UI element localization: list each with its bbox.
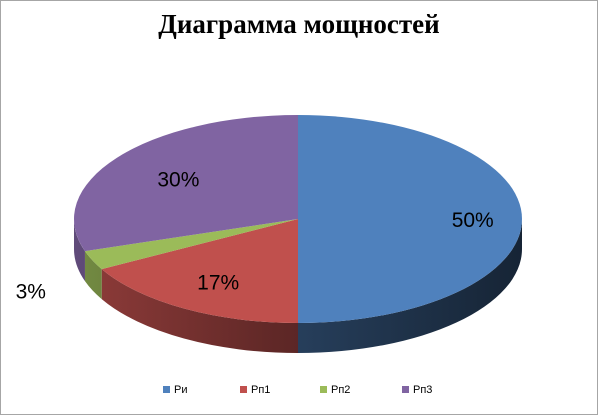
chart-title: Диаграмма мощностей (158, 9, 440, 39)
legend-label-рп3: Рп3 (413, 384, 432, 396)
slice-side-рп3 (74, 219, 85, 282)
legend-label-ри: Ри (174, 384, 187, 396)
slice-side-рп1 (101, 269, 298, 353)
legend-swatch-рп1 (240, 386, 247, 393)
data-label-ри: 50% (452, 209, 494, 232)
pie-top-faces (73, 115, 522, 323)
slice-рп2[interactable] (84, 219, 298, 270)
slice-side-рп2 (84, 251, 102, 300)
slice-ри[interactable] (298, 115, 522, 323)
data-label-рп3: 30% (157, 169, 199, 192)
legend-swatch-ри (163, 386, 170, 393)
legend-label-рп1: Рп1 (251, 384, 270, 396)
legend: Ри Рп1 Рп2 Рп3 (163, 384, 432, 396)
legend-item-рп3[interactable]: Рп3 (402, 384, 432, 396)
legend-swatch-рп3 (402, 386, 409, 393)
slice-рп1[interactable] (101, 219, 298, 323)
legend-swatch-рп2 (320, 386, 327, 393)
slice-рп3[interactable] (73, 115, 298, 252)
legend-item-рп1[interactable]: Рп1 (240, 384, 270, 396)
data-label-рп2: 3% (16, 281, 46, 304)
slice-side-ри (298, 219, 522, 353)
data-label-рп1: 17% (197, 272, 239, 295)
legend-label-рп2: Рп2 (331, 384, 350, 396)
legend-item-ри[interactable]: Ри (163, 384, 187, 396)
pie-side-walls (74, 219, 522, 353)
legend-item-рп2[interactable]: Рп2 (320, 384, 350, 396)
